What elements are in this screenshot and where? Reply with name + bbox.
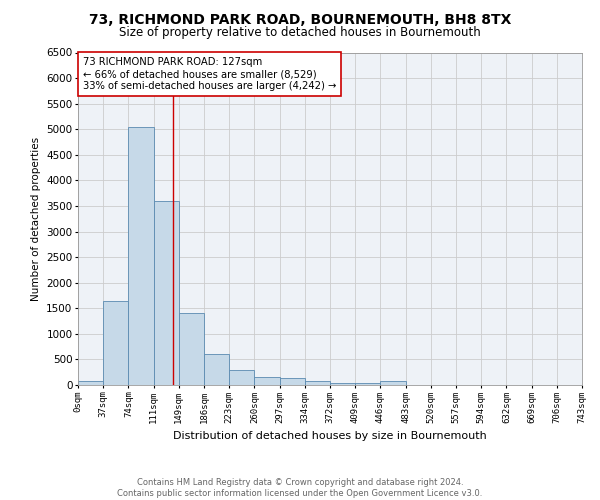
Y-axis label: Number of detached properties: Number of detached properties (31, 136, 41, 301)
Bar (204, 354, 229, 385)
Text: 73 RICHMOND PARK ROAD: 127sqm
← 66% of detached houses are smaller (8,529)
33% o: 73 RICHMOND PARK ROAD: 127sqm ← 66% of d… (83, 58, 337, 90)
Bar (229, 370, 254, 385)
Bar (254, 377, 280, 385)
Text: 73, RICHMOND PARK ROAD, BOURNEMOUTH, BH8 8TX: 73, RICHMOND PARK ROAD, BOURNEMOUTH, BH8… (89, 12, 511, 26)
Bar (355, 384, 380, 385)
Bar (128, 126, 154, 385)
X-axis label: Distribution of detached houses by size in Bournemouth: Distribution of detached houses by size … (173, 431, 487, 441)
Bar (280, 378, 305, 385)
Bar (380, 382, 406, 385)
Text: Contains HM Land Registry data © Crown copyright and database right 2024.
Contai: Contains HM Land Registry data © Crown c… (118, 478, 482, 498)
Bar (154, 201, 179, 385)
Bar (330, 382, 355, 385)
Bar (305, 381, 330, 385)
Bar (103, 300, 128, 385)
Bar (179, 314, 204, 385)
Text: Size of property relative to detached houses in Bournemouth: Size of property relative to detached ho… (119, 26, 481, 39)
Bar (78, 381, 103, 385)
